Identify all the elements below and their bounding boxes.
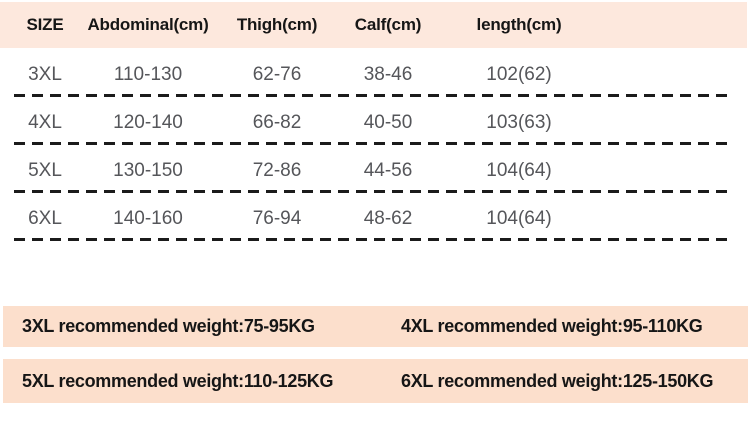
- recommendation-band-1: 3XL recommended weight:75-95KG 4XL recom…: [3, 306, 748, 347]
- size-table: SIZE Abdominal(cm) Thigh(cm) Calf(cm) le…: [0, 2, 750, 241]
- cell-thigh: 66-82: [252, 111, 302, 133]
- cell-size: 4XL: [28, 111, 62, 133]
- column-header-length: length(cm): [476, 15, 562, 34]
- cell-calf: 48-62: [363, 207, 413, 229]
- column-header-calf: Calf(cm): [354, 15, 422, 34]
- cell-thigh: 62-76: [252, 63, 302, 85]
- cell-spacer: [598, 70, 750, 75]
- cell-spacer: [598, 214, 750, 219]
- cell-length: 102(62): [486, 63, 552, 85]
- recommendation-4xl: 4XL recommended weight:95-110KG: [401, 316, 703, 336]
- cell-size: 5XL: [28, 159, 62, 181]
- cell-calf: 44-56: [363, 159, 413, 181]
- recommendation-5xl: 5XL recommended weight:110-125KG: [22, 370, 334, 391]
- column-header-abdominal: Abdominal(cm): [87, 15, 209, 34]
- cell-length: 104(64): [486, 159, 552, 181]
- cell-spacer: [598, 166, 750, 171]
- table-header-row: SIZE Abdominal(cm) Thigh(cm) Calf(cm) le…: [0, 2, 750, 48]
- table-row-5xl: 5XL 130-150 72-86 44-56 104(64): [0, 144, 750, 193]
- recommendation-3xl: 3XL recommended weight:75-95KG: [22, 316, 315, 336]
- cell-abdominal: 120-140: [113, 111, 183, 133]
- cell-spacer: [598, 118, 750, 123]
- cell-abdominal: 110-130: [113, 63, 183, 85]
- cell-size: 6XL: [28, 207, 62, 229]
- table-row-6xl: 6XL 140-160 76-94 48-62 104(64): [0, 192, 750, 241]
- cell-thigh: 76-94: [252, 207, 302, 229]
- cell-length: 104(64): [486, 207, 552, 229]
- table-row-4xl: 4XL 120-140 66-82 40-50 103(63): [0, 96, 750, 145]
- recommendation-band-2: 5XL recommended weight:110-125KG 6XL rec…: [3, 359, 748, 403]
- cell-thigh: 72-86: [252, 159, 302, 181]
- cell-length: 103(63): [486, 111, 552, 133]
- column-header-size: SIZE: [26, 15, 64, 34]
- table-row-3xl: 3XL 110-130 62-76 38-46 102(62): [0, 48, 750, 97]
- cell-size: 3XL: [28, 63, 62, 85]
- column-header-thigh: Thigh(cm): [236, 15, 318, 34]
- cell-abdominal: 140-160: [113, 207, 183, 229]
- cell-calf: 40-50: [363, 111, 413, 133]
- recommendation-6xl: 6XL recommended weight:125-150KG: [401, 370, 714, 391]
- cell-abdominal: 130-150: [113, 159, 183, 181]
- cell-calf: 38-46: [363, 63, 413, 85]
